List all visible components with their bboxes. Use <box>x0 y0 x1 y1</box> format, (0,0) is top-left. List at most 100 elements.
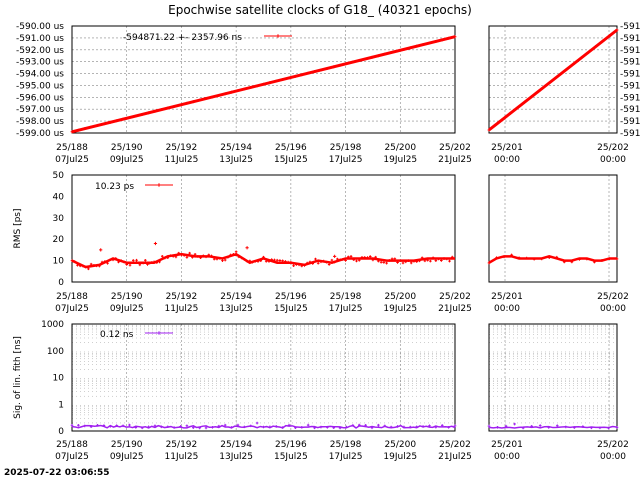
rms-xtick-top: 25/190 <box>111 292 143 302</box>
rms-spike-point <box>153 241 158 246</box>
rms-point <box>95 264 98 268</box>
rms-point <box>300 264 304 268</box>
sigma-xtick-bottom: 17Jul25 <box>329 452 363 462</box>
clock-point <box>115 119 119 123</box>
rms-right-point <box>593 260 596 264</box>
clock-right-panel-frame <box>488 25 618 134</box>
clock-point <box>313 70 316 73</box>
sigma-xtick-top: 25/192 <box>166 440 198 450</box>
rms-point <box>284 260 287 263</box>
rms-right-point <box>495 256 498 259</box>
rms-point <box>204 255 208 259</box>
rms-point <box>223 258 227 262</box>
sigma-point <box>128 423 131 427</box>
rms-right-xtick-bottom: 00:00 <box>494 304 520 314</box>
rms-xtick-top: 25/192 <box>166 292 198 302</box>
rms-point <box>155 261 159 264</box>
rms-point <box>73 260 77 263</box>
clock-point <box>421 43 425 47</box>
clock-point <box>370 55 374 59</box>
sigma-right-point <box>555 424 559 428</box>
rms-point <box>338 258 342 262</box>
rms-point <box>297 263 301 267</box>
rms-series-line <box>71 252 455 269</box>
sigma-right-series-line <box>488 425 618 429</box>
rms-point <box>202 254 205 258</box>
sigma-ytick: 1 <box>58 400 64 410</box>
clock-point <box>389 51 393 54</box>
clock-right-ytick: -591 <box>620 129 640 139</box>
clock-point <box>89 125 93 129</box>
rms-xtick-bottom: 07Jul25 <box>55 304 89 314</box>
rms-point <box>396 261 399 264</box>
rms-point <box>423 259 427 263</box>
rms-point <box>135 258 138 262</box>
clock-point <box>428 41 431 45</box>
clock-right-point <box>544 84 548 87</box>
rms-point <box>245 260 249 263</box>
rms-point <box>163 256 167 260</box>
rms-point <box>243 258 246 261</box>
clock-right-point <box>558 73 562 76</box>
clock-point <box>211 95 214 99</box>
rms-point <box>234 250 238 254</box>
chart-title: Epochwise satellite clocks of G18_ (4032… <box>168 3 472 17</box>
rms-point <box>264 259 268 263</box>
clock-point <box>198 98 202 102</box>
sigma-xtick-bottom: 07Jul25 <box>55 452 89 462</box>
rms-point <box>180 253 183 257</box>
sigma-xtick-top: 25/188 <box>56 440 88 450</box>
sigma-panel-frame <box>71 323 456 432</box>
rms-point <box>352 258 356 262</box>
rms-point <box>106 261 109 265</box>
clock-point <box>166 106 170 110</box>
rms-xtick-bottom: 21Jul25 <box>438 304 472 314</box>
clock-point <box>217 93 221 97</box>
clock-point <box>230 90 233 94</box>
clock-point <box>338 63 342 67</box>
rms-point <box>150 261 154 264</box>
sigma-ytick: 10 <box>53 374 65 384</box>
rms-point <box>188 251 191 255</box>
sigma-xtick-bottom: 15Jul25 <box>274 452 308 462</box>
rms-right-xtick-top: 25/202 <box>597 292 629 302</box>
clock-point <box>147 111 150 115</box>
clock-panel-frame <box>71 25 456 134</box>
rms-point <box>253 260 257 263</box>
rms-point <box>98 264 101 268</box>
rms-point <box>363 256 367 259</box>
rms-point <box>316 261 320 265</box>
rms-point <box>141 261 145 265</box>
clock-ytick: -592.00 us <box>16 46 64 56</box>
rms-right-point <box>570 260 574 264</box>
clock-point <box>408 46 412 50</box>
clock-ytick: -590.00 us <box>16 22 64 32</box>
rms-right-point <box>487 261 491 265</box>
rms-right-point <box>525 256 528 260</box>
sigma-point <box>70 423 74 427</box>
rms-point <box>262 255 265 259</box>
rms-point <box>148 261 151 265</box>
rms-point <box>325 260 328 264</box>
timestamp: 2025-07-22 03:06:55 <box>4 468 110 478</box>
clock-point <box>242 87 246 91</box>
clock-right-point <box>530 95 534 99</box>
clock-point <box>249 86 253 89</box>
clock-xtick-bottom: 21Jul25 <box>438 155 472 165</box>
rms-point <box>70 259 74 262</box>
sigma-point <box>453 424 457 428</box>
rms-point <box>377 259 380 263</box>
rms-point <box>119 259 123 263</box>
clock-right-ytick: -591 <box>620 22 640 32</box>
sigma-point <box>204 426 208 430</box>
sigma-right-panel-frame <box>488 323 618 432</box>
rms-point <box>125 263 129 266</box>
clock-xtick-top: 25/202 <box>439 143 471 153</box>
rms-point <box>76 263 79 267</box>
rms-point <box>347 255 350 259</box>
rms-point <box>420 256 424 260</box>
rms-point <box>226 255 230 259</box>
rms-point <box>78 264 82 268</box>
rms-point <box>368 255 372 258</box>
